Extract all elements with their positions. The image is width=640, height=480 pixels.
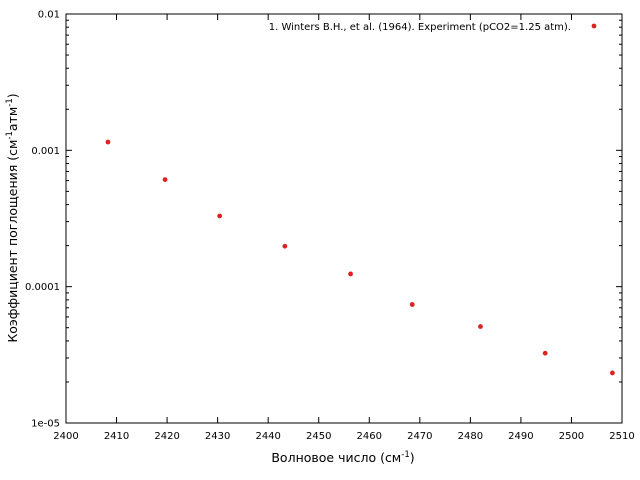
y-tick-label: 0.001	[31, 146, 60, 157]
x-tick-label: 2450	[306, 431, 331, 442]
y-axis-ticks: 1e-05 0.0001 0.001 0.01	[25, 10, 622, 430]
y-axis-title-text-2: атм	[5, 107, 20, 131]
x-tick-label: 2480	[458, 431, 483, 442]
x-axis-title-text: Волновое число (см	[271, 450, 401, 465]
x-tick-label: 2460	[357, 431, 382, 442]
x-tick-label: 2470	[407, 431, 432, 442]
data-point	[348, 271, 353, 277]
y-axis-title: Коэффициент поглощения (см-1атм-1)	[5, 93, 20, 342]
data-point	[217, 213, 223, 219]
y-tick-label: 0.0001	[25, 282, 60, 293]
data-point	[478, 324, 483, 329]
x-axis-title-tail: )	[410, 450, 415, 465]
x-tick-label: 2430	[205, 431, 230, 442]
legend-label: 1. Winters B.H., et al. (1964). Experime…	[269, 22, 571, 33]
data-point	[609, 370, 615, 376]
data-point	[282, 243, 288, 249]
y-axis-title-superscript-2: -1	[5, 98, 15, 106]
y-axis-title-tail: )	[5, 93, 20, 98]
x-tick-label: 2420	[154, 431, 179, 442]
plot-frame	[65, 13, 623, 424]
data-point	[162, 177, 168, 183]
x-tick-label: 2490	[508, 431, 533, 442]
y-tick-label: 0.01	[38, 10, 60, 21]
y-axis-title-superscript-1: -1	[5, 131, 15, 139]
y-tick-label: 1e-05	[31, 419, 60, 430]
x-tick-label: 2510	[609, 431, 634, 442]
data-point	[542, 350, 548, 356]
x-tick-label: 2400	[53, 431, 78, 442]
data-point	[409, 302, 415, 307]
x-tick-label: 2410	[104, 431, 129, 442]
legend: 1. Winters B.H., et al. (1964). Experime…	[269, 22, 597, 33]
x-tick-label: 2500	[559, 431, 584, 442]
y-axis-title-text: Коэффициент поглощения (см	[5, 140, 20, 343]
x-axis-title: Волновое число (см-1)	[271, 450, 414, 465]
data-points	[105, 139, 615, 376]
x-axis-ticks: 2400 2410 2420 2430 2440 2450 2460 2470 2480 2490…	[53, 14, 635, 442]
x-axis-title-superscript: -1	[401, 450, 409, 460]
x-tick-label: 2440	[255, 431, 280, 442]
data-point	[105, 139, 111, 145]
legend-marker	[591, 23, 597, 29]
